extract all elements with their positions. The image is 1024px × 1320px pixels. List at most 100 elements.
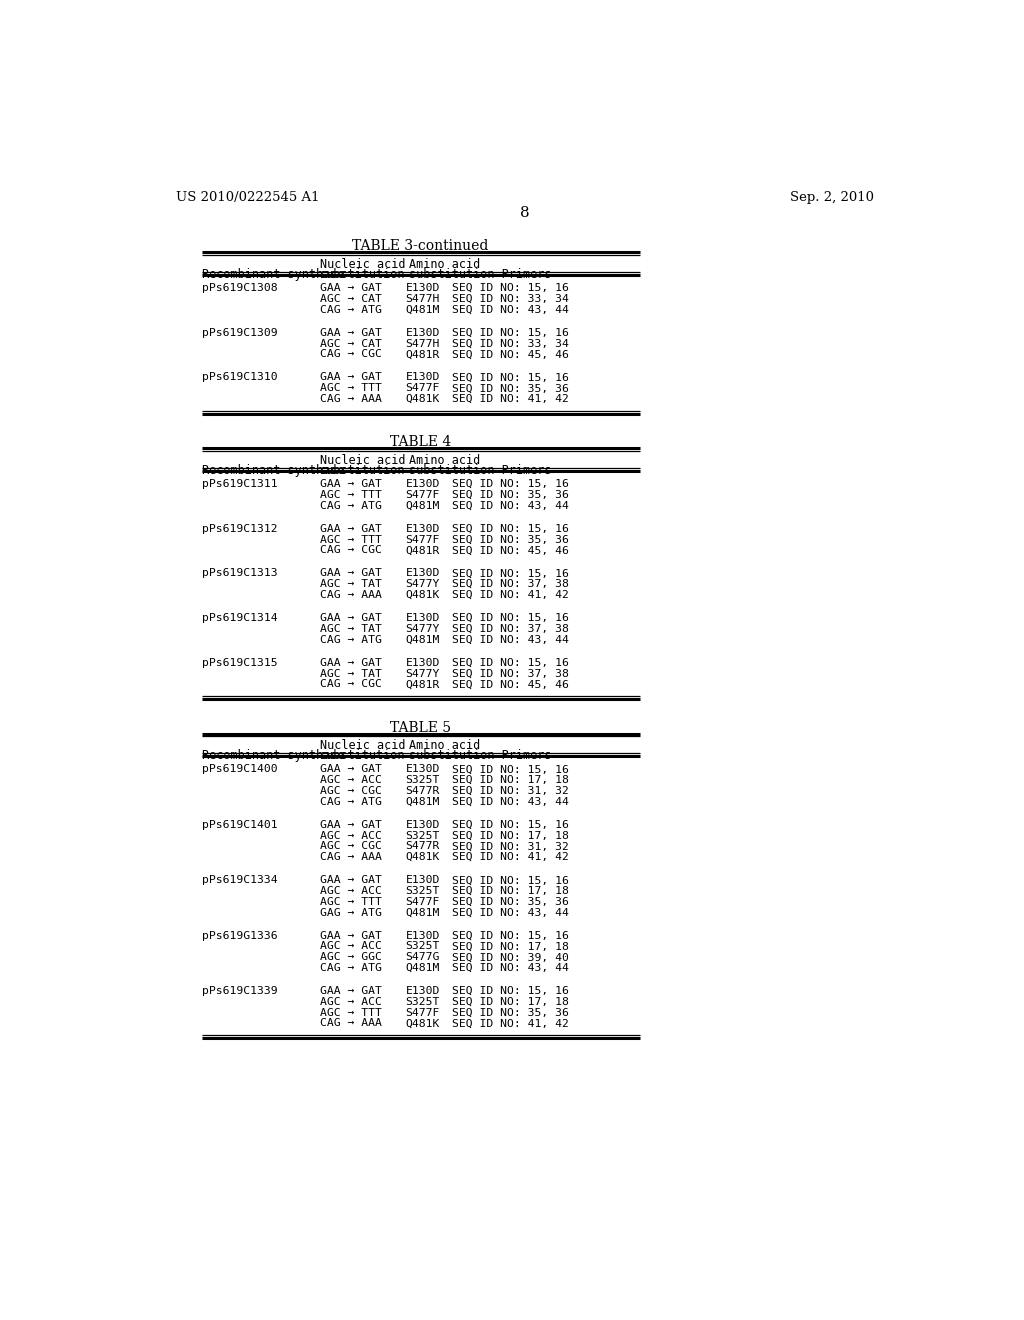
Text: US 2010/0222545 A1: US 2010/0222545 A1: [176, 191, 319, 203]
Text: Q481M: Q481M: [406, 797, 440, 807]
Text: SEQ ID NO: 15, 16: SEQ ID NO: 15, 16: [452, 569, 568, 578]
Text: E130D: E130D: [406, 820, 440, 830]
Text: SEQ ID NO: 15, 16: SEQ ID NO: 15, 16: [452, 284, 568, 293]
Text: SEQ ID NO: 43, 44: SEQ ID NO: 43, 44: [452, 908, 568, 917]
Text: TABLE 4: TABLE 4: [390, 436, 452, 449]
Text: pPs619C1400: pPs619C1400: [202, 764, 278, 775]
Text: Q481M: Q481M: [406, 964, 440, 973]
Text: CAG → ATG: CAG → ATG: [321, 635, 382, 644]
Text: S325T: S325T: [406, 775, 440, 785]
Text: 8: 8: [520, 206, 529, 220]
Text: S477Y: S477Y: [406, 579, 440, 589]
Text: SEQ ID NO: 43, 44: SEQ ID NO: 43, 44: [452, 797, 568, 807]
Text: Q481M: Q481M: [406, 635, 440, 644]
Text: SEQ ID NO: 37, 38: SEQ ID NO: 37, 38: [452, 624, 568, 634]
Text: SEQ ID NO: 35, 36: SEQ ID NO: 35, 36: [452, 490, 568, 500]
Text: SEQ ID NO: 43, 44: SEQ ID NO: 43, 44: [452, 964, 568, 973]
Text: CAG → AAA: CAG → AAA: [321, 590, 382, 601]
Text: SEQ ID NO: 15, 16: SEQ ID NO: 15, 16: [452, 820, 568, 830]
Text: AGC → TTT: AGC → TTT: [321, 535, 382, 545]
Text: SEQ ID NO: 15, 16: SEQ ID NO: 15, 16: [452, 986, 568, 997]
Text: CAG → ATG: CAG → ATG: [321, 964, 382, 973]
Text: GAA → GAT: GAA → GAT: [321, 479, 382, 490]
Text: CAG → AAA: CAG → AAA: [321, 1019, 382, 1028]
Text: GAA → GAT: GAA → GAT: [321, 657, 382, 668]
Text: SEQ ID NO: 41, 42: SEQ ID NO: 41, 42: [452, 590, 568, 601]
Text: SEQ ID NO: 45, 46: SEQ ID NO: 45, 46: [452, 350, 568, 359]
Text: Q481K: Q481K: [406, 1019, 440, 1028]
Text: pPs619C1311: pPs619C1311: [202, 479, 278, 490]
Text: S477F: S477F: [406, 383, 440, 393]
Text: GAA → GAT: GAA → GAT: [321, 372, 382, 383]
Text: Q481M: Q481M: [406, 908, 440, 917]
Text: E130D: E130D: [406, 657, 440, 668]
Text: SEQ ID NO: 17, 18: SEQ ID NO: 17, 18: [452, 830, 568, 841]
Text: SEQ ID NO: 15, 16: SEQ ID NO: 15, 16: [452, 524, 568, 533]
Text: pPs619C1314: pPs619C1314: [202, 612, 278, 623]
Text: S477H: S477H: [406, 294, 440, 304]
Text: SEQ ID NO: 45, 46: SEQ ID NO: 45, 46: [452, 545, 568, 556]
Text: E130D: E130D: [406, 875, 440, 886]
Text: CAG → AAA: CAG → AAA: [321, 853, 382, 862]
Text: E130D: E130D: [406, 986, 440, 997]
Text: S477F: S477F: [406, 896, 440, 907]
Text: SEQ ID NO: 43, 44: SEQ ID NO: 43, 44: [452, 635, 568, 644]
Text: CAG → CGC: CAG → CGC: [321, 350, 382, 359]
Text: Nucleic acid: Nucleic acid: [321, 739, 406, 752]
Text: E130D: E130D: [406, 764, 440, 775]
Text: SEQ ID NO: 39, 40: SEQ ID NO: 39, 40: [452, 952, 568, 962]
Text: Q481K: Q481K: [406, 395, 440, 404]
Text: TABLE 3-continued: TABLE 3-continued: [352, 239, 488, 253]
Text: Q481M: Q481M: [406, 500, 440, 511]
Text: SEQ ID NO: 15, 16: SEQ ID NO: 15, 16: [452, 612, 568, 623]
Text: AGC → TAT: AGC → TAT: [321, 579, 382, 589]
Text: pPs619C1308: pPs619C1308: [202, 284, 278, 293]
Text: Q481R: Q481R: [406, 680, 440, 689]
Text: pPs619C1401: pPs619C1401: [202, 820, 278, 830]
Text: GAA → GAT: GAA → GAT: [321, 875, 382, 886]
Text: SEQ ID NO: 45, 46: SEQ ID NO: 45, 46: [452, 680, 568, 689]
Text: SEQ ID NO: 43, 44: SEQ ID NO: 43, 44: [452, 500, 568, 511]
Text: AGC → ACC: AGC → ACC: [321, 941, 382, 952]
Text: E130D: E130D: [406, 569, 440, 578]
Text: Recombinant synthase: Recombinant synthase: [202, 750, 344, 763]
Text: AGC → CAT: AGC → CAT: [321, 339, 382, 348]
Text: S477G: S477G: [406, 952, 440, 962]
Text: AGC → TTT: AGC → TTT: [321, 896, 382, 907]
Text: SEQ ID NO: 35, 36: SEQ ID NO: 35, 36: [452, 383, 568, 393]
Text: GAA → GAT: GAA → GAT: [321, 986, 382, 997]
Text: SEQ ID NO: 15, 16: SEQ ID NO: 15, 16: [452, 479, 568, 490]
Text: substitution: substitution: [321, 268, 406, 281]
Text: SEQ ID NO: 33, 34: SEQ ID NO: 33, 34: [452, 339, 568, 348]
Text: AGC → ACC: AGC → ACC: [321, 830, 382, 841]
Text: Recombinant synthase: Recombinant synthase: [202, 268, 344, 281]
Text: E130D: E130D: [406, 284, 440, 293]
Text: SEQ ID NO: 41, 42: SEQ ID NO: 41, 42: [452, 395, 568, 404]
Text: CAG → ATG: CAG → ATG: [321, 305, 382, 314]
Text: SEQ ID NO: 17, 18: SEQ ID NO: 17, 18: [452, 941, 568, 952]
Text: E130D: E130D: [406, 524, 440, 533]
Text: SEQ ID NO: 15, 16: SEQ ID NO: 15, 16: [452, 875, 568, 886]
Text: pPs619C1313: pPs619C1313: [202, 569, 278, 578]
Text: Q481R: Q481R: [406, 350, 440, 359]
Text: SEQ ID NO: 41, 42: SEQ ID NO: 41, 42: [452, 1019, 568, 1028]
Text: S477H: S477H: [406, 339, 440, 348]
Text: AGC → CGC: AGC → CGC: [321, 785, 382, 796]
Text: SEQ ID NO: 17, 18: SEQ ID NO: 17, 18: [452, 775, 568, 785]
Text: AGC → CGC: AGC → CGC: [321, 841, 382, 851]
Text: AGC → CAT: AGC → CAT: [321, 294, 382, 304]
Text: SEQ ID NO: 33, 34: SEQ ID NO: 33, 34: [452, 294, 568, 304]
Text: SEQ ID NO: 37, 38: SEQ ID NO: 37, 38: [452, 668, 568, 678]
Text: AGC → GGC: AGC → GGC: [321, 952, 382, 962]
Text: E130D: E130D: [406, 327, 440, 338]
Text: substitution Primers: substitution Primers: [410, 750, 552, 763]
Text: CAG → ATG: CAG → ATG: [321, 500, 382, 511]
Text: SEQ ID NO: 37, 38: SEQ ID NO: 37, 38: [452, 579, 568, 589]
Text: CAG → CGC: CAG → CGC: [321, 680, 382, 689]
Text: SEQ ID NO: 17, 18: SEQ ID NO: 17, 18: [452, 997, 568, 1007]
Text: pPs619G1336: pPs619G1336: [202, 931, 278, 941]
Text: Amino acid: Amino acid: [410, 739, 480, 752]
Text: Q481K: Q481K: [406, 590, 440, 601]
Text: CAG → AAA: CAG → AAA: [321, 395, 382, 404]
Text: Nucleic acid: Nucleic acid: [321, 259, 406, 271]
